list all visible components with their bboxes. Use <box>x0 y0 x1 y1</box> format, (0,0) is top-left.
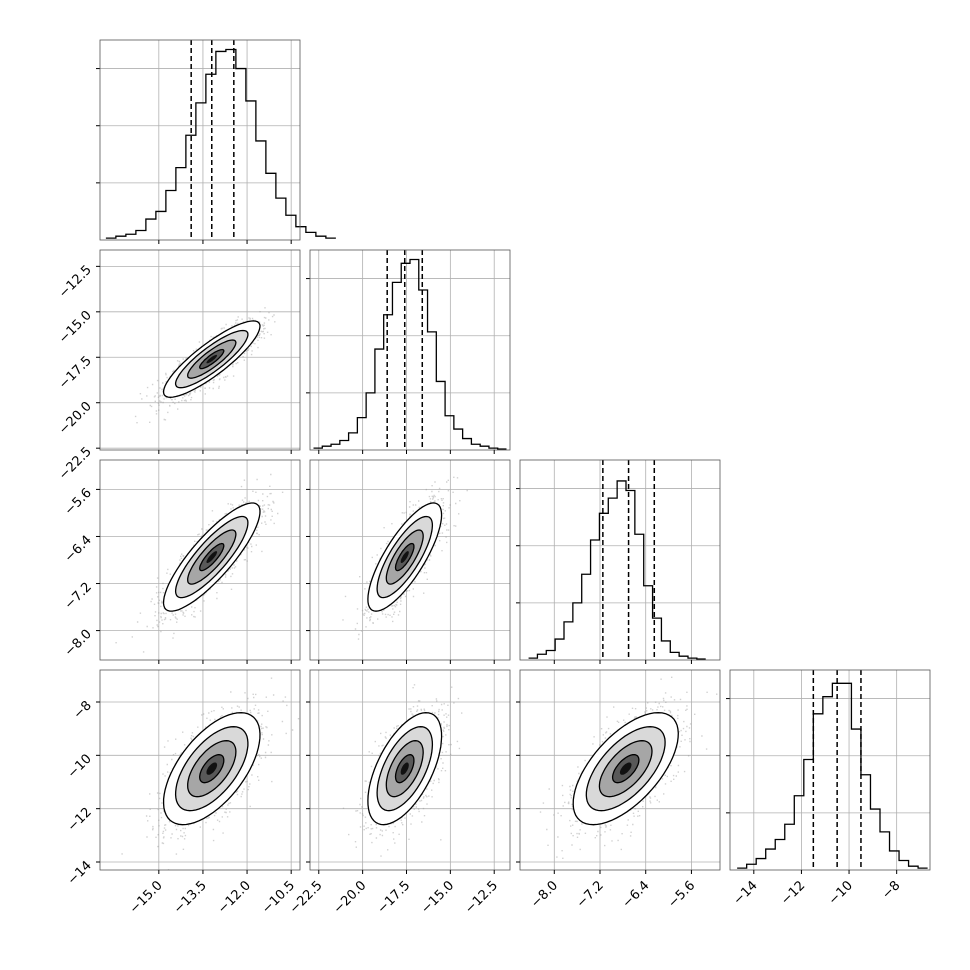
contour-line <box>199 348 225 370</box>
contour-line <box>385 740 424 798</box>
y-tick-label: −5.6 <box>62 486 95 519</box>
x-tick-label: −15.0 <box>418 878 457 917</box>
contour-line <box>376 726 434 812</box>
y-tick-label: −17.5 <box>56 353 95 392</box>
x-tick-label: −10 <box>826 878 856 908</box>
panel-frame <box>99 249 301 451</box>
histogram-panel-0 <box>96 39 336 241</box>
histogram-panel-1 <box>306 249 511 451</box>
contour-line <box>367 712 443 826</box>
contour-line <box>385 529 424 585</box>
x-tick-label: −5.6 <box>665 878 698 911</box>
density-peak <box>206 354 218 364</box>
scatter-panel-3-2 <box>519 669 721 871</box>
contour-line <box>598 740 653 798</box>
contour-line <box>376 515 434 599</box>
contour-line <box>187 529 237 585</box>
panel-frame <box>99 669 301 871</box>
histogram-step-line <box>528 480 706 660</box>
contour-line <box>187 339 237 379</box>
y-tick-label: −6.4 <box>62 533 95 566</box>
contour-line <box>187 740 237 798</box>
scatter-panel-3-1 <box>309 669 511 871</box>
panel-frame <box>519 669 721 871</box>
scatter-panel-2-1 <box>309 459 511 661</box>
x-tick-label: −6.4 <box>620 878 653 911</box>
contour-line <box>162 502 261 612</box>
panel-frame <box>309 249 511 451</box>
density-peak <box>206 551 218 563</box>
x-tick-label: −15.0 <box>127 878 166 917</box>
x-tick-label: −8.0 <box>528 878 561 911</box>
y-tick-label: −10 <box>65 752 95 782</box>
y-tick-label: −8 <box>71 698 95 722</box>
contour-line <box>174 515 249 599</box>
x-tick-label: −13.5 <box>171 878 210 917</box>
histogram-step-line <box>737 682 928 869</box>
density-peak <box>400 762 409 775</box>
scatter-panel-3-0 <box>99 669 301 871</box>
contour-line <box>199 754 225 784</box>
y-tick-label: −12.5 <box>56 263 95 302</box>
histogram-panel-3 <box>726 669 931 871</box>
x-tick-label: −17.5 <box>375 878 414 917</box>
y-tick-label: −20.0 <box>56 399 95 438</box>
contour-line <box>199 542 225 572</box>
contour-line <box>367 502 443 612</box>
scatter-panel-2-0 <box>99 459 301 661</box>
panel-frame <box>519 459 721 661</box>
x-tick-label: −7.2 <box>574 878 607 911</box>
contour-line <box>611 754 640 784</box>
x-tick-label: −14 <box>731 878 761 908</box>
x-tick-label: −12.0 <box>215 878 254 917</box>
panel-frame <box>309 459 511 661</box>
contour-line <box>572 712 679 826</box>
y-tick-label: −7.2 <box>62 580 95 613</box>
panel-frame <box>309 669 511 871</box>
contour-line <box>394 754 415 784</box>
y-tick-label: −22.5 <box>56 444 95 483</box>
contour-line <box>162 712 261 826</box>
contour-line <box>162 320 261 398</box>
contour-line <box>394 542 415 572</box>
panel-frame <box>99 39 301 241</box>
scatter-panel-1-0 <box>99 249 301 451</box>
panel-frame <box>729 669 931 871</box>
panel-frame <box>99 459 301 661</box>
x-tick-label: −12.5 <box>462 878 501 917</box>
density-peak <box>619 762 632 775</box>
contour-line <box>174 329 249 389</box>
histogram-step-line <box>313 258 507 450</box>
y-tick-label: −8.0 <box>62 627 95 660</box>
histogram-panel-2 <box>516 459 721 661</box>
x-tick-label: −20.0 <box>331 878 370 917</box>
histogram-step-line <box>105 48 336 239</box>
contour-line <box>585 726 666 812</box>
density-peak <box>400 551 409 563</box>
y-tick-label: −15.0 <box>56 308 95 347</box>
density-peak <box>206 762 218 775</box>
x-tick-label: −8 <box>879 878 903 902</box>
corner-panels: −15.0 −13.5 −12.0 −10.5−22.5 −20.0 −17.5 −15.0… <box>56 39 931 917</box>
x-tick-label: −12 <box>778 878 808 908</box>
y-tick-label: −12 <box>65 805 95 835</box>
y-tick-label: −14 <box>65 858 95 888</box>
contour-line <box>174 726 249 812</box>
